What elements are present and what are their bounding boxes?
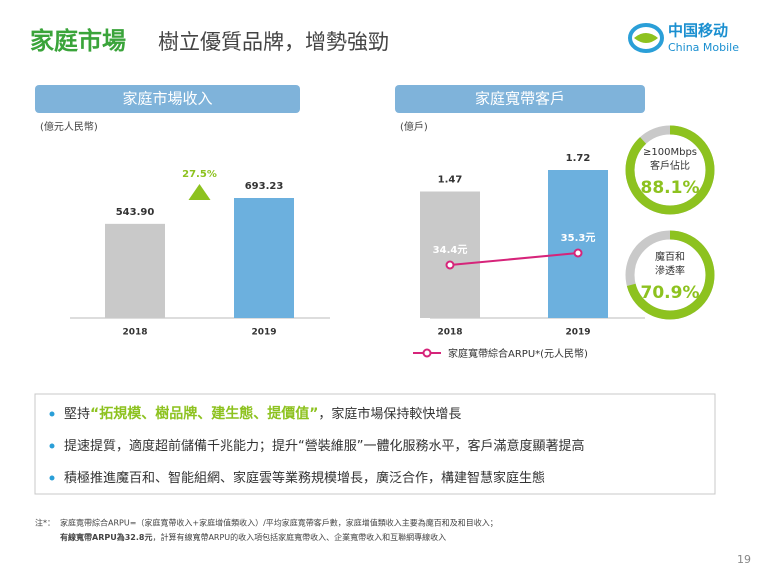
logo-icon [628,23,664,53]
x-tick-label: 2018 [437,328,462,338]
panel-header [395,85,645,113]
unit-label: (億戶) [400,120,428,133]
bar [548,170,608,318]
arpu-line [449,252,579,266]
kpi-label: ≥100Mbps [643,147,697,158]
bullet-text: 提速提質，適度超前儲備千兆能力；提升“營裝維服”一體化服務水平，客戶滿意度顯著提… [64,438,584,454]
bullet-box [34,393,716,495]
bar-value-label: 1.47 [438,175,463,186]
kpi-value: 88.1% [641,178,700,198]
x-tick-label: 2019 [251,328,276,338]
bullet-dot [49,443,55,449]
panel-title: 家庭寬帶客戶 [475,90,565,108]
bullet-dot [49,411,55,417]
arpu-marker [445,260,455,270]
kpi-label: 客戶佔比 [650,159,690,172]
panel-header [35,85,300,113]
arpu-marker [573,248,583,258]
legend-label: 家庭寬帶綜合ARPU*(元人民幣) [448,347,588,360]
logo-en: China Mobile [668,41,739,54]
bar [105,223,165,318]
footnote-bold: 有線寬帶ARPU為32.8元 [60,532,152,542]
logo-icon-inner [634,33,658,43]
x-tick-label: 2019 [565,328,590,338]
subtitle: 樹立優質品牌，增勢強勁 [158,30,389,54]
bullet-part: “拓規模、樹品牌、建生態、提價值” [90,405,318,422]
footnote-line1: 家庭寬帶綜合ARPU=（家庭寬帶收入+家庭增值類收入）/平均家庭寬帶客戶數，家庭… [60,518,498,528]
arpu-label: 35.3元 [561,232,596,244]
footnote-rest: ，計算有線寬帶ARPU的收入項包括家庭寬帶收入、企業寬帶收入和互聯網專線收入 [152,532,446,542]
donut-arc [625,230,715,320]
bar [420,191,480,318]
bullet-dot [49,475,55,481]
bullet-text: 堅持“拓規模、樹品牌、建生態、提價值”，家庭市場保持較快增長 [64,405,461,422]
logo: 中国移动 China Mobile [628,22,739,54]
growth-arrow [188,184,211,200]
kpi-label: 滲透率 [655,264,685,277]
arpu-label: 34.4元 [433,244,468,256]
logo-cn: 中国移动 [668,22,728,40]
page-number: 19 [737,553,751,566]
kpi-value: 70.9% [641,283,700,303]
legend-marker [422,348,432,358]
title: 家庭市場 [30,27,126,55]
bullet-part: 提速提質，適度超前儲備千兆能力；提升“營裝維服”一體化服務水平，客戶滿意度顯著提… [64,438,584,454]
kpi-label: 魔百和 [655,250,685,263]
bullet-part: ，家庭市場保持較快增長 [318,406,461,422]
bar-value-label: 1.72 [566,153,591,164]
bar-value-label: 693.23 [245,181,284,192]
bar-value-label: 543.90 [116,207,155,218]
panel-title: 家庭市場收入 [122,90,212,108]
bullet-text: 積極推進魔百和、智能組網、家庭雲等業務規模增長，廣泛合作，構建智慧家庭生態 [64,470,545,486]
footnote-label: 注*： [35,518,55,528]
unit-label: (億元人民幣) [40,120,98,133]
donut-arc [625,125,715,215]
bullet-part: 堅持 [64,407,90,422]
growth-label: 27.5% [182,169,217,180]
x-tick-label: 2018 [122,328,147,338]
footnote-line2: 有線寬帶ARPU為32.8元，計算有線寬帶ARPU的收入項包括家庭寬帶收入、企業… [60,532,446,542]
bullet-part: 積極推進魔百和、智能組網、家庭雲等業務規模增長，廣泛合作，構建智慧家庭生態 [64,470,545,486]
bar [234,198,294,318]
